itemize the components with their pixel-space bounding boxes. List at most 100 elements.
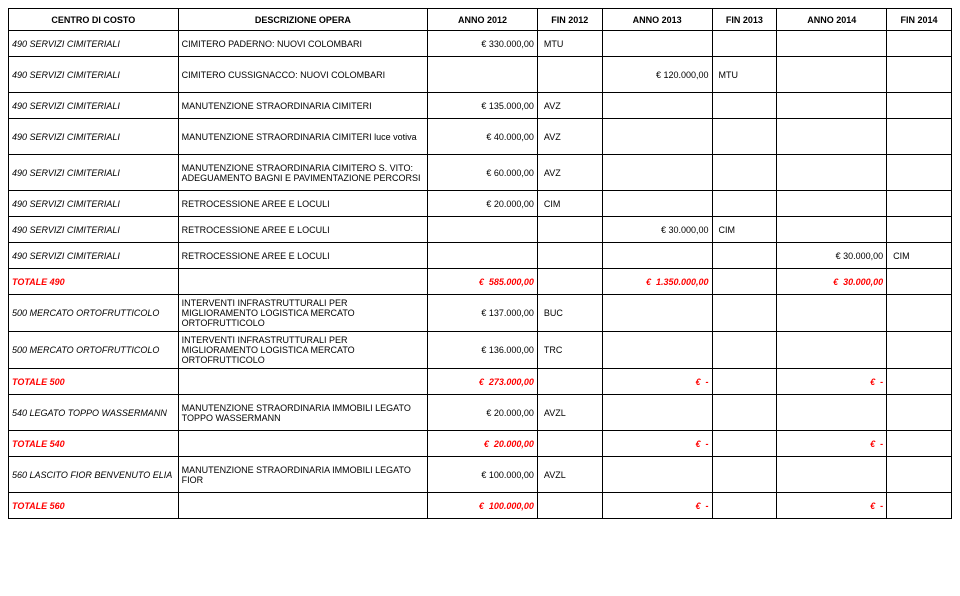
cell-cost: 540 LEGATO TOPPO WASSERMANN	[9, 395, 179, 431]
cell-desc: MANUTENZIONE STRAORDINARIA CIMITERO S. V…	[178, 155, 427, 191]
cell-f12: MTU	[537, 31, 602, 57]
total-blank	[537, 431, 602, 457]
cell-desc: MANUTENZIONE STRAORDINARIA IMMOBILI LEGA…	[178, 395, 427, 431]
total-label: TOTALE 490	[9, 269, 179, 295]
cell-desc: MANUTENZIONE STRAORDINARIA CIMITERI	[178, 93, 427, 119]
total-blank	[887, 369, 952, 395]
cell-f12: AVZ	[537, 155, 602, 191]
table-row: 560 LASCITO FIOR BENVENUTO ELIA MANUTENZ…	[9, 457, 952, 493]
cell-f14	[887, 93, 952, 119]
cell-a12: € 20.000,00	[428, 191, 538, 217]
total-row-500: TOTALE 500 €273.000,00 €- €-	[9, 369, 952, 395]
cell-f13	[712, 155, 777, 191]
col-anno-2012: ANNO 2012	[428, 9, 538, 31]
table-row: 500 MERCATO ORTOFRUTTICOLO INTERVENTI IN…	[9, 295, 952, 332]
total-a12: €273.000,00	[428, 369, 538, 395]
cell-cost: 490 SERVIZI CIMITERIALI	[9, 155, 179, 191]
cell-a13	[602, 395, 712, 431]
cell-a12: € 136.000,00	[428, 332, 538, 369]
cell-f12: AVZ	[537, 119, 602, 155]
cell-f14	[887, 332, 952, 369]
cell-f12	[537, 243, 602, 269]
table-row: 490 SERVIZI CIMITERIALI CIMITERO CUSSIGN…	[9, 57, 952, 93]
cell-cost: 500 MERCATO ORTOFRUTTICOLO	[9, 295, 179, 332]
total-label: TOTALE 560	[9, 493, 179, 519]
cell-a14	[777, 155, 887, 191]
total-blank	[712, 369, 777, 395]
cell-a13: € 30.000,00	[602, 217, 712, 243]
cell-f13	[712, 119, 777, 155]
table-row: 490 SERVIZI CIMITERIALI MANUTENZIONE STR…	[9, 93, 952, 119]
total-label: TOTALE 540	[9, 431, 179, 457]
cell-f12: CIM	[537, 191, 602, 217]
cell-desc: CIMITERO CUSSIGNACCO: NUOVI COLOMBARI	[178, 57, 427, 93]
cell-a14	[777, 457, 887, 493]
cell-f13	[712, 191, 777, 217]
col-fin-2012: FIN 2012	[537, 9, 602, 31]
header-row: CENTRO DI COSTO DESCRIZIONE OPERA ANNO 2…	[9, 9, 952, 31]
cell-a14: € 30.000,00	[777, 243, 887, 269]
cell-cost: 490 SERVIZI CIMITERIALI	[9, 93, 179, 119]
cell-f13: MTU	[712, 57, 777, 93]
cell-f12: AVZL	[537, 457, 602, 493]
cell-desc: INTERVENTI INFRASTRUTTURALI PER MIGLIORA…	[178, 332, 427, 369]
cell-f14: CIM	[887, 243, 952, 269]
total-blank	[712, 493, 777, 519]
cell-a14	[777, 119, 887, 155]
total-blank	[887, 431, 952, 457]
cell-a14	[777, 31, 887, 57]
total-blank	[887, 269, 952, 295]
total-blank	[178, 493, 427, 519]
table-row: 490 SERVIZI CIMITERIALI RETROCESSIONE AR…	[9, 191, 952, 217]
cell-f12: AVZL	[537, 395, 602, 431]
cell-a12	[428, 57, 538, 93]
cell-desc: RETROCESSIONE AREE E LOCULI	[178, 217, 427, 243]
cell-a14	[777, 395, 887, 431]
cell-a12	[428, 217, 538, 243]
cell-f13	[712, 457, 777, 493]
cost-center-table: CENTRO DI COSTO DESCRIZIONE OPERA ANNO 2…	[8, 8, 952, 519]
total-row-540: TOTALE 540 €20.000,00 €- €-	[9, 431, 952, 457]
cell-f12: AVZ	[537, 93, 602, 119]
cell-desc: MANUTENZIONE STRAORDINARIA IMMOBILI LEGA…	[178, 457, 427, 493]
cell-a13	[602, 31, 712, 57]
total-a12: €585.000,00	[428, 269, 538, 295]
cell-cost: 490 SERVIZI CIMITERIALI	[9, 243, 179, 269]
cell-a13	[602, 457, 712, 493]
cell-a13	[602, 93, 712, 119]
table-row: 490 SERVIZI CIMITERIALI MANUTENZIONE STR…	[9, 119, 952, 155]
cell-a13	[602, 295, 712, 332]
cell-f13	[712, 31, 777, 57]
total-blank	[178, 369, 427, 395]
total-blank	[537, 369, 602, 395]
cell-cost: 490 SERVIZI CIMITERIALI	[9, 217, 179, 243]
cell-f14	[887, 57, 952, 93]
cell-desc: INTERVENTI INFRASTRUTTURALI PER MIGLIORA…	[178, 295, 427, 332]
cell-cost: 490 SERVIZI CIMITERIALI	[9, 191, 179, 217]
col-fin-2013: FIN 2013	[712, 9, 777, 31]
cell-a13: € 120.000,00	[602, 57, 712, 93]
cell-f13	[712, 243, 777, 269]
table-row: 490 SERVIZI CIMITERIALI MANUTENZIONE STR…	[9, 155, 952, 191]
total-row-490: TOTALE 490 €585.000,00 €1.350.000,00 €30…	[9, 269, 952, 295]
cell-a12: € 40.000,00	[428, 119, 538, 155]
cell-a13	[602, 191, 712, 217]
cell-desc: RETROCESSIONE AREE E LOCULI	[178, 191, 427, 217]
cell-f13	[712, 332, 777, 369]
cell-a13	[602, 155, 712, 191]
cell-a14	[777, 332, 887, 369]
cell-cost: 490 SERVIZI CIMITERIALI	[9, 57, 179, 93]
cell-f13: CIM	[712, 217, 777, 243]
cell-a12	[428, 243, 538, 269]
cell-f13	[712, 395, 777, 431]
total-a13: €-	[602, 431, 712, 457]
total-blank	[178, 269, 427, 295]
total-a12: €100.000,00	[428, 493, 538, 519]
cell-a14	[777, 93, 887, 119]
cell-a12: € 135.000,00	[428, 93, 538, 119]
col-fin-2014: FIN 2014	[887, 9, 952, 31]
table-row: 500 MERCATO ORTOFRUTTICOLO INTERVENTI IN…	[9, 332, 952, 369]
cell-f14	[887, 217, 952, 243]
total-blank	[712, 269, 777, 295]
cell-f14	[887, 191, 952, 217]
